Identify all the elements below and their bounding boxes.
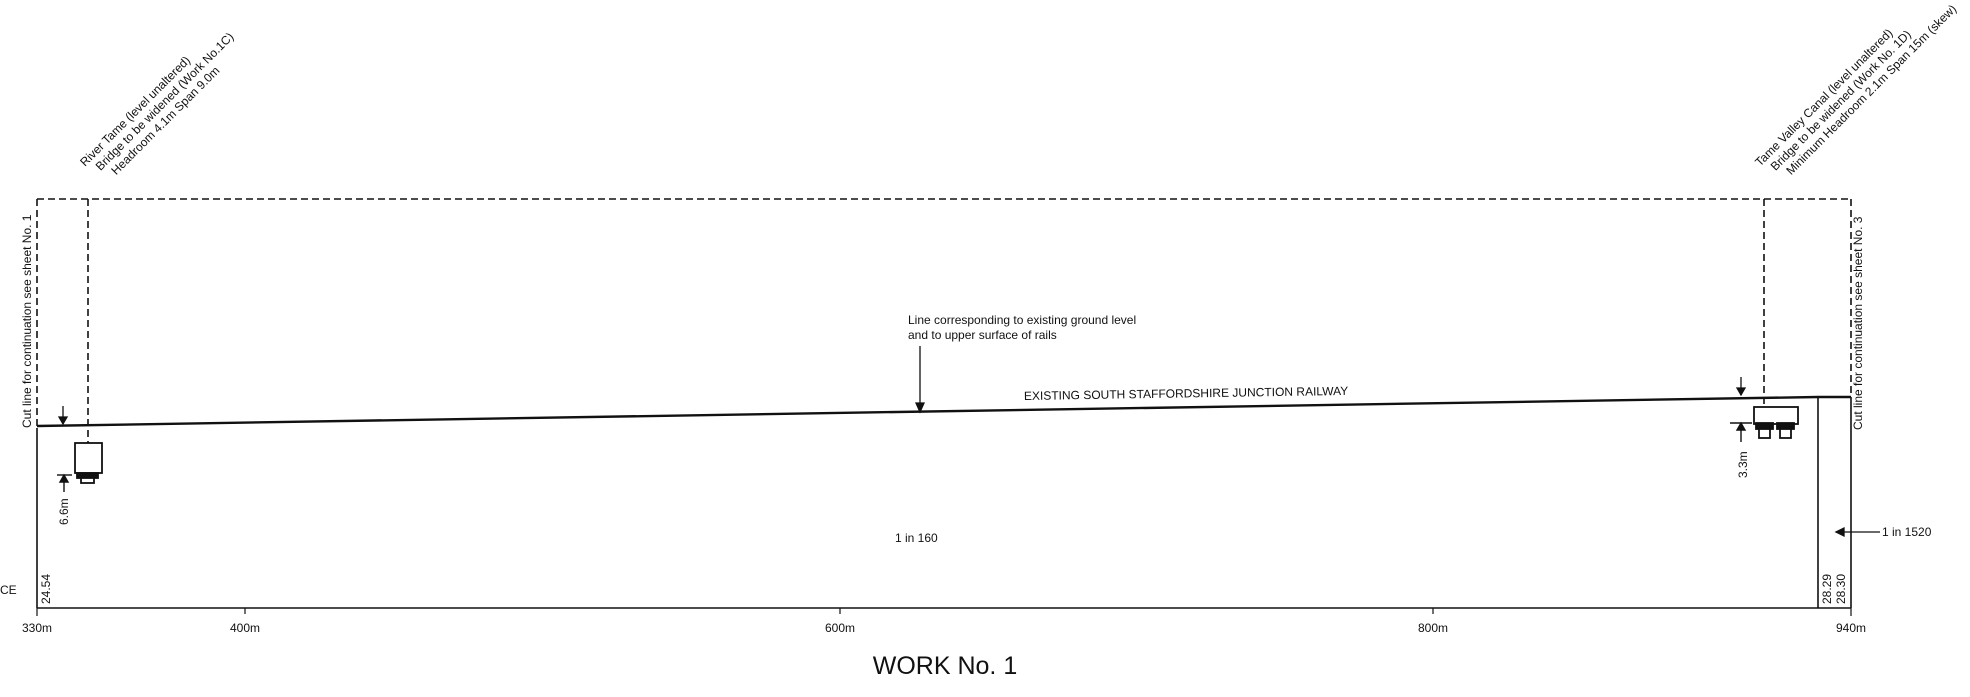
left-clearance-label: 6.6m [57,498,71,525]
ground-note-line1: Line corresponding to existing ground le… [908,313,1136,327]
chainage-label-1: 400m [230,621,260,635]
right-level-value-b: 28.30 [1834,574,1848,604]
right-level-tick [1735,377,1747,397]
right-cut-line-note: Cut line for continuation see sheet No. … [1851,216,1865,430]
gradient-1520-arrow [1834,526,1880,538]
chainage-label-3: 800m [1418,621,1448,635]
right-clearance-dim [1730,421,1752,442]
ground-note-pointer [914,346,926,414]
right-bridge-line3: Minimum Headroom 2.1m Span 15m (skew) [1783,2,1959,178]
ground-line [36,395,1851,428]
right-bridge-note: Tame Valley Canal (level unaltered) Brid… [1752,2,1959,178]
gradient-main: 1 in 160 [895,531,938,545]
drawing-title: WORK No. 1 [873,652,1017,680]
chainage-ticks [36,608,1852,616]
right-bridge-symbol [1753,406,1799,439]
railway-label: EXISTING SOUTH STAFFORDSHIRE JUNCTION RA… [1024,384,1348,403]
right-bridge-line2: Bridge to be widened (Work No. 1D) [1768,27,1914,173]
chainage-label-2: 600m [825,621,855,635]
deviation-limit-box [36,198,1852,445]
right-clearance-label: 3.3m [1736,451,1750,478]
right-bridge-line1: Tame Valley Canal (level unaltered) [1752,26,1895,169]
ground-note-line2: and to upper surface of rails [908,328,1057,342]
datum-frame [36,398,1852,609]
chainage-label-0: 330m [22,621,52,635]
left-level-tick [57,406,69,426]
datum-label-fragment: CE [0,583,17,597]
gradient-end: 1 in 1520 [1882,525,1932,539]
left-bridge-symbol [74,442,103,484]
right-level-value-a: 28.29 [1820,574,1834,604]
chainage-label-4: 940m [1836,621,1866,635]
left-clearance-dim [57,473,72,492]
left-bridge-line2: Bridge to be widened (Work No.1C) [93,30,237,174]
left-cut-line-note: Cut line for continuation see sheet No. … [20,214,34,428]
left-bridge-note: River Tame (level unaltered) Bridge to b… [77,30,237,178]
left-level-value: 24.54 [39,574,53,604]
